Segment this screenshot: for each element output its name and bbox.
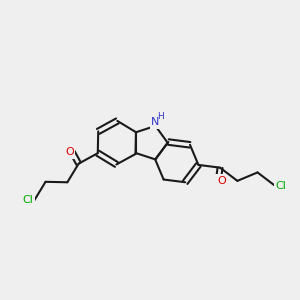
Text: H: H (158, 112, 164, 121)
Text: N: N (151, 117, 160, 127)
Text: Cl: Cl (23, 195, 34, 206)
Text: O: O (65, 147, 74, 157)
Text: Cl: Cl (275, 181, 286, 190)
Text: O: O (217, 176, 226, 186)
